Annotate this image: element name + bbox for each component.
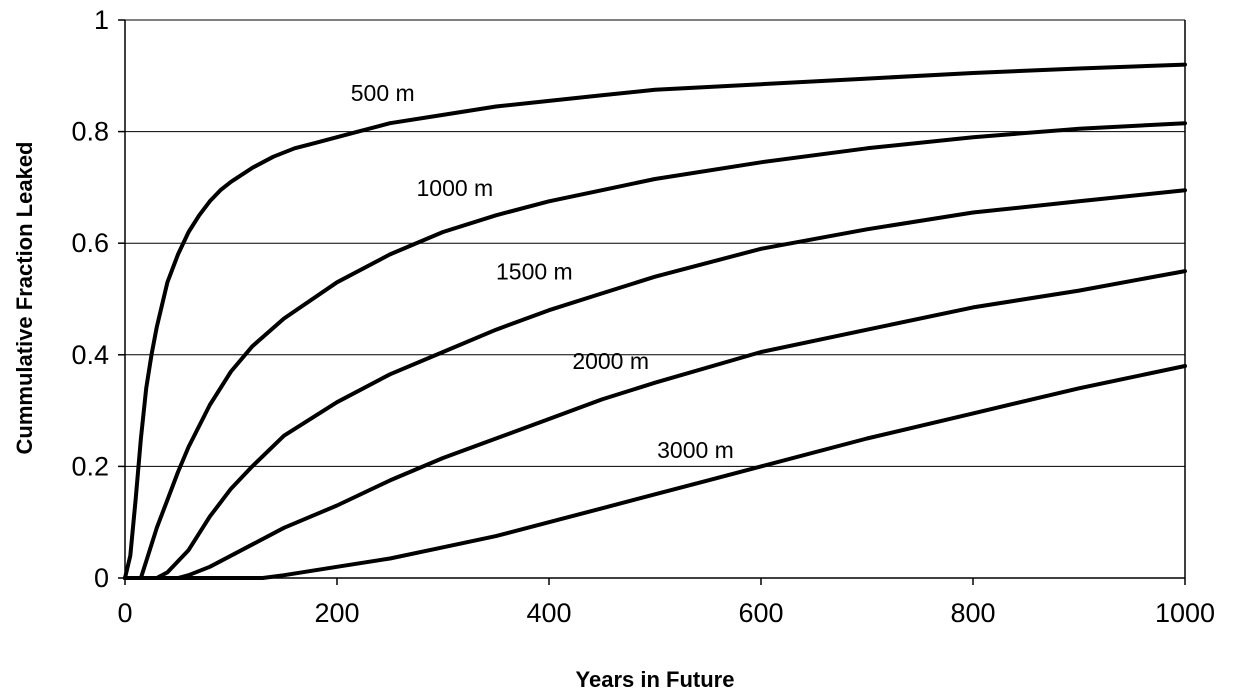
x-axis-tick-labels: 0 200 400 600 800 1000 [117,598,1215,628]
y-tick-label: 0.4 [71,340,109,370]
x-tick-label: 400 [526,598,571,628]
x-tick-label: 0 [117,598,132,628]
x-tick-label: 800 [950,598,995,628]
x-tick-label: 600 [738,598,783,628]
gridlines [125,19,1185,467]
y-axis-tick-labels: 0 0.2 0.4 0.6 0.8 1 [71,5,109,593]
series-line [123,364,1187,580]
series-line [123,62,1187,580]
series-lines [123,62,1187,580]
axes [118,19,1186,585]
y-tick-label: 0.8 [71,117,109,147]
series-label: 1000 m [417,175,494,201]
x-axis-title: Years in Future [576,667,735,692]
series-labels: 500 m 1000 m 1500 m 2000 m 3000 m [351,80,734,463]
series-label: 1500 m [496,258,573,284]
y-axis-title: Cummulative Fraction Leaked [12,142,37,455]
series-line [123,269,1187,580]
y-tick-label: 0 [94,563,109,593]
series-line [123,121,1187,580]
y-tick-label: 0.2 [71,451,109,481]
y-tick-label: 1 [94,5,109,35]
series-label: 500 m [351,80,415,106]
series-line [123,188,1187,580]
series-label: 2000 m [572,348,649,374]
x-tick-label: 200 [314,598,359,628]
x-tick-label: 1000 [1155,598,1215,628]
series-label: 3000 m [657,437,734,463]
y-tick-label: 0.6 [71,228,109,258]
